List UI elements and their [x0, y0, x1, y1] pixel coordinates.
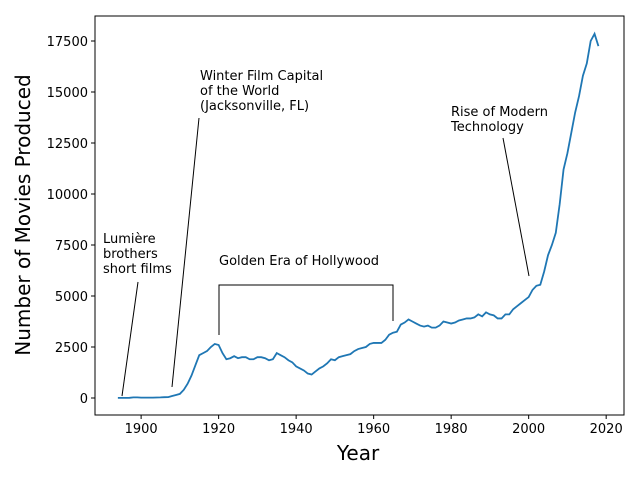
annotation-line	[502, 137, 530, 277]
y-tick-label: 0	[80, 392, 88, 407]
x-tick-label: 2000	[512, 422, 545, 437]
data-line	[117, 31, 600, 399]
y-tick-label: 5000	[55, 290, 88, 305]
annotation-line	[171, 117, 200, 388]
annotation: Lumière	[103, 232, 156, 247]
annotation: Golden Era of Hollywood	[219, 254, 379, 269]
x-tick-label: 1920	[202, 422, 235, 437]
x-tick-label: 1980	[435, 422, 468, 437]
y-tick-label: 10000	[47, 188, 88, 203]
y-axis-label: Number of Movies Produced	[11, 74, 35, 355]
annotation: Technology	[450, 120, 524, 135]
x-tick-label: 1900	[125, 422, 158, 437]
annotation: Rise of Modern	[451, 105, 548, 120]
x-axis-label: Year	[336, 441, 380, 465]
annotation-line	[121, 281, 139, 397]
y-tick-label: 7500	[55, 239, 88, 254]
y-tick-label: 12500	[47, 137, 88, 152]
annotation-bracket	[218, 284, 394, 335]
annotation: (Jacksonville, FL)	[200, 99, 309, 114]
y-tick-label: 2500	[55, 341, 88, 356]
plot-frame	[94, 15, 625, 416]
annotation: of the World	[200, 84, 279, 99]
y-tick-label: 15000	[47, 86, 88, 101]
x-tick-label: 2020	[590, 422, 623, 437]
y-tick-label: 17500	[47, 35, 88, 50]
annotation-lines	[121, 117, 530, 397]
x-tick-label: 1960	[357, 422, 390, 437]
x-tick-label: 1940	[280, 422, 313, 437]
annotation: short films	[103, 262, 172, 277]
annotation: Winter Film Capital	[200, 69, 323, 84]
annotation: brothers	[103, 247, 158, 262]
